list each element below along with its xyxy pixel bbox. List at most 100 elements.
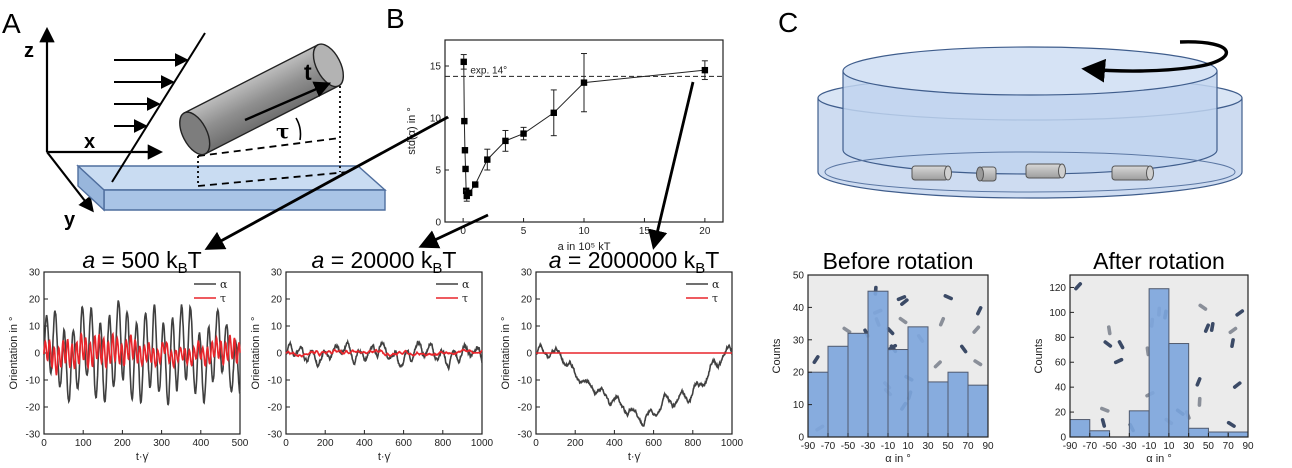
axis-label-y: y bbox=[64, 209, 76, 231]
orientation-vector-t bbox=[244, 81, 332, 122]
x-tick-label: -10 bbox=[1142, 441, 1157, 452]
x-tick-label: 1000 bbox=[721, 438, 744, 449]
shear-profile-line bbox=[111, 32, 206, 183]
y-tick-label: 120 bbox=[1049, 283, 1066, 294]
x-axis-label: a in 10⁵ kT bbox=[558, 241, 611, 253]
rod-particle bbox=[1230, 338, 1235, 348]
connector-arrow bbox=[648, 81, 695, 250]
tau-angle-arc bbox=[295, 117, 302, 141]
x-tick-label: -30 bbox=[861, 441, 876, 452]
y-tick-label: 40 bbox=[1055, 383, 1067, 394]
rod-particle bbox=[1117, 340, 1125, 350]
petri-dish-inner-rim bbox=[842, 46, 1218, 96]
connector-arrows bbox=[204, 81, 695, 250]
rod-particle bbox=[842, 326, 852, 334]
y-axis-label: Orientation in ° bbox=[250, 317, 262, 390]
y-tick-label: 10 bbox=[793, 400, 805, 411]
legend-label: α bbox=[712, 278, 720, 291]
x-tick-label: 50 bbox=[1203, 441, 1215, 452]
x-tick-label: 0 bbox=[283, 438, 289, 449]
rod-particle bbox=[812, 355, 820, 365]
y-tick-label: 80 bbox=[1055, 333, 1067, 344]
rod-particle bbox=[1203, 323, 1211, 333]
y-tick-label: 0 bbox=[526, 349, 532, 360]
axis-label-z: z bbox=[24, 40, 34, 62]
x-tick-label: 0 bbox=[533, 438, 539, 449]
x-axis-label: t·γ̇ bbox=[378, 451, 391, 463]
data-point bbox=[460, 58, 467, 66]
series-line-alpha bbox=[535, 341, 733, 427]
chart-title: Before rotation bbox=[823, 248, 974, 274]
rod-particle bbox=[1100, 418, 1107, 428]
y-tick-label: 0 bbox=[798, 433, 804, 444]
rod-particle bbox=[938, 316, 946, 327]
panel-letter-a: A bbox=[2, 8, 21, 39]
x-tick-label: 200 bbox=[317, 438, 334, 449]
y-tick-label: 30 bbox=[271, 268, 283, 279]
panel-letter-b: B bbox=[386, 3, 405, 34]
chart-title: a = 20000 kBT bbox=[312, 247, 457, 277]
y-tick-label: -10 bbox=[268, 376, 283, 387]
x-tick-label: 50 bbox=[942, 441, 954, 452]
y-axis-label: std(α) in ° bbox=[406, 107, 418, 154]
series-line-tau bbox=[285, 348, 483, 358]
rod-particle bbox=[960, 344, 968, 354]
reference-line-label: exp. 14° bbox=[470, 65, 507, 76]
x-tick-label: 30 bbox=[922, 441, 934, 452]
y-tick-label: 0 bbox=[1060, 433, 1066, 444]
y-tick-label: 0 bbox=[34, 349, 40, 360]
y-tick-label: 20 bbox=[521, 295, 533, 306]
data-point bbox=[580, 79, 588, 86]
histogram-bar bbox=[827, 345, 849, 438]
rod-particle bbox=[1198, 303, 1208, 311]
connector-arrow bbox=[204, 115, 449, 250]
data-point bbox=[465, 189, 473, 197]
chart-title: After rotation bbox=[1093, 248, 1225, 274]
histogram-bar bbox=[1227, 431, 1249, 438]
rod-particle bbox=[898, 316, 908, 325]
timeseries-chart-a20000: 0 200 400 600 800 1000 -30 -20 -10 0 10 20 30 t·γ̇ Ori… bbox=[250, 247, 494, 463]
slab-side bbox=[77, 164, 105, 212]
histogram-bar bbox=[1128, 410, 1150, 438]
rod-particle bbox=[1232, 381, 1242, 389]
plot-frame bbox=[807, 274, 989, 438]
y-tick-label: 100 bbox=[1049, 308, 1066, 319]
histogram-bar bbox=[927, 381, 949, 438]
data-point bbox=[520, 130, 527, 137]
y-tick-label: 30 bbox=[29, 268, 41, 279]
y-tick-label: 20 bbox=[29, 295, 41, 306]
y-tick-label: 10 bbox=[29, 322, 41, 333]
rod-particle bbox=[1106, 325, 1112, 336]
data-point bbox=[472, 181, 479, 188]
data-point bbox=[701, 66, 709, 74]
x-tick-label: -90 bbox=[801, 441, 816, 452]
chart-title: a = 500 kBT bbox=[82, 247, 201, 277]
y-tick-label: -20 bbox=[26, 403, 41, 414]
rod-particle bbox=[1100, 406, 1110, 413]
y-tick-label: 60 bbox=[1055, 358, 1067, 369]
x-tick-label: 20 bbox=[699, 226, 711, 237]
x-tick-label: -50 bbox=[1102, 441, 1117, 452]
x-tick-label: 500 bbox=[232, 438, 249, 449]
rod-particle bbox=[933, 360, 942, 369]
x-tick-label: 200 bbox=[567, 438, 584, 449]
x-tick-label: 0 bbox=[460, 226, 466, 237]
rod-particle bbox=[943, 294, 953, 301]
series-line-tau bbox=[43, 331, 241, 376]
x-tick-label: 90 bbox=[982, 441, 994, 452]
angle-label-tau: τ bbox=[276, 119, 289, 143]
cylinder bbox=[179, 43, 345, 156]
legend-label: α bbox=[220, 278, 228, 291]
x-tick-label: 600 bbox=[645, 438, 662, 449]
y-tick-label: 10 bbox=[430, 114, 442, 125]
rod-particle bbox=[1197, 396, 1202, 407]
histogram-before-rotation: -90 -70 -50 -30 -10 10 30 50 70 90 0 10 20 30 40 50 α in… bbox=[771, 248, 994, 465]
rod-particle bbox=[976, 306, 983, 316]
rod-particle bbox=[1103, 340, 1113, 348]
rod-particle bbox=[896, 295, 907, 302]
y-tick-label: 30 bbox=[793, 335, 805, 346]
rod-particle bbox=[900, 298, 909, 306]
y-tick-label: 20 bbox=[271, 295, 283, 306]
y-tick-label: 30 bbox=[521, 268, 533, 279]
